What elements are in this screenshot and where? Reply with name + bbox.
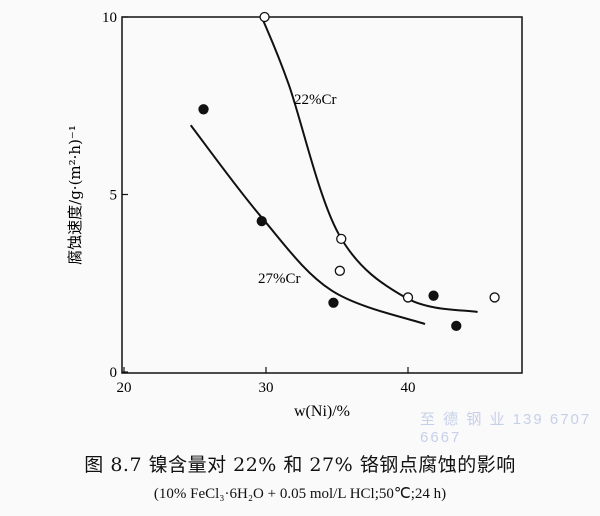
curve-27pct-cr [189,124,426,326]
figure-conditions: (10% FeCl₃·6H₂O + 0.05 mol/L HCl;50℃;24 … [153,486,447,502]
data-point-filled [256,215,267,227]
x-tick-label: 40 [401,380,416,396]
series-label-27cr: 27%Cr [258,271,301,287]
watermark: 至 德 钢 业 139 6707 6667 [420,411,592,446]
chart: 20 30 40 0 5 10 22%Cr 27%Cr w(Ni)/% 腐蚀速度/g·(… [66,10,523,420]
data-point-open [489,292,500,303]
curve-22pct-cr [260,16,478,313]
y-tick-label: 0 [110,365,118,381]
figure-caption: 图 8.7 镍含量对 22% 和 27% 铬钢点腐蚀的影响 [84,454,516,476]
data-point-open [402,292,414,303]
x-tick-label: 20 [117,380,132,396]
data-point-open [259,11,270,23]
y-tick-label: 5 [110,188,118,204]
data-point-filled [451,320,462,332]
data-point-filled [328,297,339,308]
x-tick-label: 30 [259,380,274,396]
y-axis-label: 腐蚀速度/g·(m²·h)⁻¹ [66,125,84,265]
data-point-open [336,233,347,245]
data-point-filled [428,290,439,301]
data-point-open [334,265,345,276]
x-axis-label: w(Ni)/% [294,403,350,420]
series-label-22cr: 22%Cr [294,92,337,108]
data-point-filled [198,104,209,115]
y-tick-label: 10 [102,10,117,26]
